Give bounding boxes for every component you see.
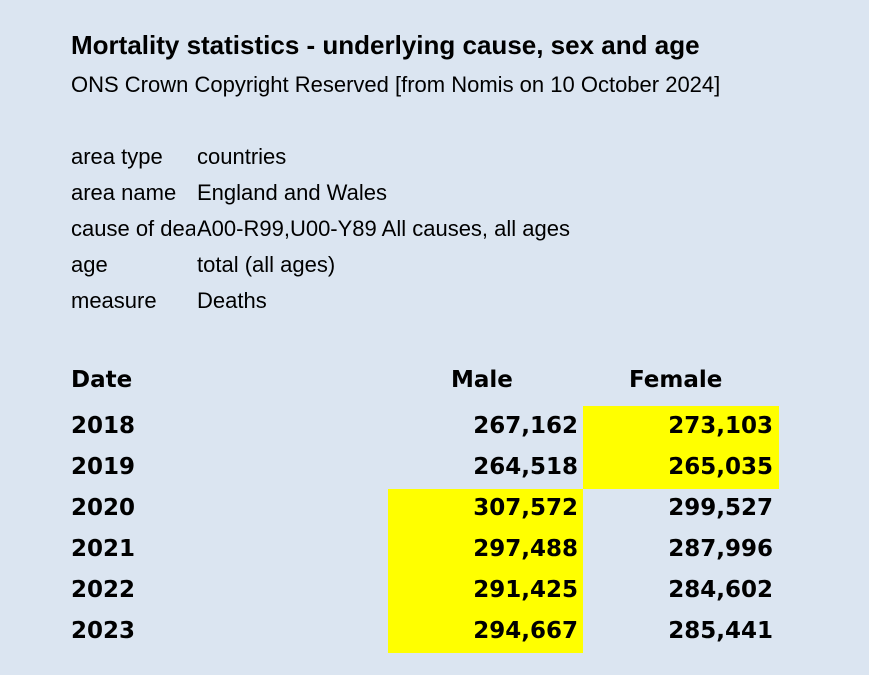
meta-row-age: age total (all ages)	[71, 247, 831, 283]
meta-row-cause-of-death: cause of death A00-R99,U00-Y89 All cause…	[71, 211, 831, 247]
meta-key: age	[71, 252, 108, 277]
date-cell: 2019	[71, 454, 136, 480]
female-highlight-block	[583, 406, 779, 489]
meta-row-measure: measure Deaths	[71, 283, 831, 319]
meta-value: countries	[197, 144, 287, 169]
table-row: 2022 291,425 284,602	[0, 570, 869, 611]
meta-value: total (all ages)	[197, 252, 336, 277]
date-cell: 2022	[71, 577, 136, 603]
male-cell: 264,518	[473, 454, 578, 480]
header-male: Male	[451, 367, 513, 393]
table-row: 2021 297,488 287,996	[0, 529, 869, 570]
table-row: 2019 264,518 265,035	[0, 447, 869, 488]
meta-row-area-name: area name England and Wales	[71, 175, 831, 211]
female-cell: 284,602	[668, 577, 773, 603]
female-cell: 273,103	[668, 413, 773, 439]
female-cell: 285,441	[668, 618, 773, 644]
meta-value: A00-R99,U00-Y89 All causes, all ages	[197, 216, 570, 241]
meta-value: England and Wales	[197, 180, 387, 205]
female-cell: 287,996	[668, 536, 773, 562]
date-cell: 2023	[71, 618, 136, 644]
meta-key: measure	[71, 288, 157, 313]
copyright-subtitle: ONS Crown Copyright Reserved [from Nomis…	[71, 72, 721, 97]
male-cell: 297,488	[473, 536, 578, 562]
meta-value: Deaths	[197, 288, 267, 313]
female-cell: 265,035	[668, 454, 773, 480]
header-female: Female	[629, 367, 723, 393]
meta-row-area-type: area type countries	[71, 139, 831, 175]
page-title: Mortality statistics - underlying cause,…	[71, 30, 700, 60]
date-cell: 2021	[71, 536, 136, 562]
male-cell: 291,425	[473, 577, 578, 603]
date-cell: 2020	[71, 495, 136, 521]
table-row: 2023 294,667 285,441	[0, 611, 869, 652]
meta-key: area name	[71, 180, 177, 205]
date-cell: 2018	[71, 413, 136, 439]
male-highlight-block	[388, 489, 583, 653]
meta-key: cause of death	[71, 216, 195, 241]
meta-key: area type	[71, 144, 163, 169]
female-cell: 299,527	[668, 495, 773, 521]
male-cell: 267,162	[473, 413, 578, 439]
table-row: 2018 267,162 273,103	[0, 406, 869, 447]
header-date: Date	[71, 367, 133, 393]
male-cell: 307,572	[473, 495, 578, 521]
table-row: 2020 307,572 299,527	[0, 488, 869, 529]
male-cell: 294,667	[473, 618, 578, 644]
